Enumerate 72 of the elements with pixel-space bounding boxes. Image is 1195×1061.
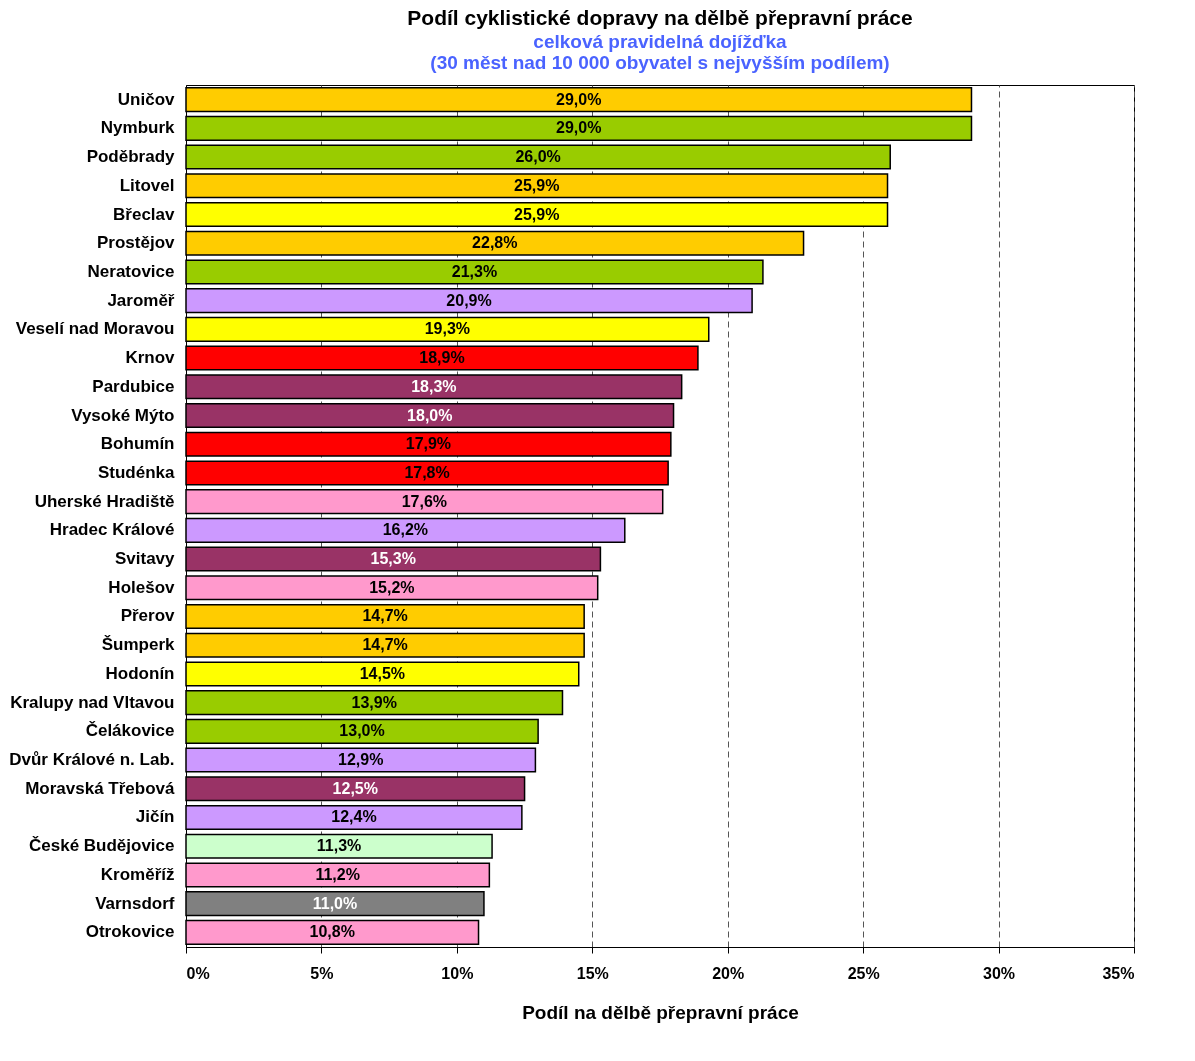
- data-label: 17,6%: [401, 492, 448, 510]
- data-label: 29,0%: [556, 90, 602, 108]
- x-tick-label: 35%: [1102, 964, 1135, 982]
- data-label: 17,8%: [404, 463, 450, 481]
- data-label: 12,9%: [338, 751, 384, 769]
- y-tick-label: Uničov: [117, 89, 176, 109]
- y-tick-label: Přerov: [120, 606, 176, 626]
- y-tick-label: Bohumín: [100, 434, 175, 454]
- y-tick-label: Šumperk: [101, 635, 176, 655]
- y-tick-label: Neratovice: [87, 261, 175, 281]
- y-tick-label: Svitavy: [114, 549, 176, 569]
- y-tick-label: Jičín: [135, 807, 175, 827]
- data-label: 18,9%: [419, 349, 465, 367]
- x-tick-label: 15%: [576, 964, 609, 982]
- data-label: 26,0%: [515, 148, 561, 166]
- y-tick-label: Uherské Hradiště: [34, 491, 175, 511]
- data-label: 19,3%: [424, 320, 471, 338]
- x-tick-label: 20%: [712, 964, 745, 982]
- y-tick-label: Břeclav: [113, 204, 176, 224]
- x-tick-label: 30%: [983, 964, 1016, 982]
- data-label: 25,9%: [514, 205, 560, 223]
- data-label: 13,9%: [351, 693, 397, 711]
- y-tick-label: Litovel: [119, 175, 175, 195]
- data-label: 10,8%: [309, 923, 355, 941]
- y-tick-label: Otrokovice: [85, 922, 175, 942]
- y-tick-label: Dvůr Králové n. Lab.: [9, 750, 175, 770]
- y-tick-label: Hradec Králové: [49, 520, 175, 540]
- text: (30 měst nad 10 000 obyvatel s nejvyšším podílem): [430, 52, 890, 73]
- y-tick-label: Varnsdorf: [95, 893, 175, 913]
- y-tick-label: Pardubice: [92, 376, 175, 396]
- y-tick-label: Poděbrady: [86, 147, 176, 167]
- y-tick-label: Prostějov: [97, 233, 176, 253]
- y-tick-label: Čelákovice: [85, 721, 175, 741]
- chart-subtitle: celková pravidelná dojížďka: [533, 31, 788, 52]
- y-tick-label: České Budějovice: [28, 836, 175, 856]
- data-label: 14,7%: [362, 636, 408, 654]
- y-tick-label: Veselí nad Moravou: [15, 319, 175, 339]
- y-tick-label: Kralupy nad Vltavou: [10, 692, 175, 712]
- x-tick-label: 10%: [441, 964, 474, 982]
- data-label: 25,9%: [514, 176, 560, 194]
- data-label: 11,0%: [312, 894, 358, 912]
- data-label: 12,5%: [332, 779, 378, 797]
- data-label: 12,4%: [331, 808, 377, 826]
- data-label: 21,3%: [451, 262, 498, 280]
- data-label: 11,2%: [315, 865, 360, 883]
- data-label: 29,0%: [556, 119, 602, 137]
- data-label: 16,2%: [382, 521, 429, 539]
- data-label: 18,0%: [407, 406, 453, 424]
- y-tick-label: Moravská Třebová: [25, 778, 176, 798]
- y-tick-label: Jaroměř: [107, 290, 175, 310]
- data-label: 15,2%: [369, 578, 415, 596]
- y-tick-label: Hodonín: [105, 663, 175, 683]
- data-label: 17,9%: [405, 435, 452, 453]
- data-label: 13,0%: [339, 722, 385, 740]
- data-label: 15,3%: [370, 550, 416, 568]
- x-tick-label: 25%: [847, 964, 880, 982]
- data-label: 14,5%: [359, 664, 406, 682]
- y-tick-label: Vysoké Mýto: [71, 405, 175, 425]
- y-tick-label: Kroměříž: [100, 864, 175, 884]
- y-tick-label: Krnov: [125, 348, 176, 368]
- y-tick-label: Nymburk: [100, 118, 176, 138]
- data-label: 14,7%: [362, 607, 408, 625]
- data-label: 22,8%: [472, 234, 518, 252]
- data-label: 20,9%: [446, 291, 492, 309]
- y-tick-label: Holešov: [108, 577, 176, 597]
- chart-title: Podíl cyklistické dopravy na dělbě přepravní práce: [407, 6, 913, 29]
- data-label: 18,3%: [411, 377, 457, 395]
- x-tick-label: 5%: [310, 964, 334, 982]
- x-tick-label: 0%: [186, 964, 210, 982]
- x-axis-title: Podíl na dělbě přepravní práce: [522, 1001, 799, 1023]
- data-label: 11,3%: [316, 837, 362, 855]
- y-tick-label: Studénka: [97, 462, 176, 482]
